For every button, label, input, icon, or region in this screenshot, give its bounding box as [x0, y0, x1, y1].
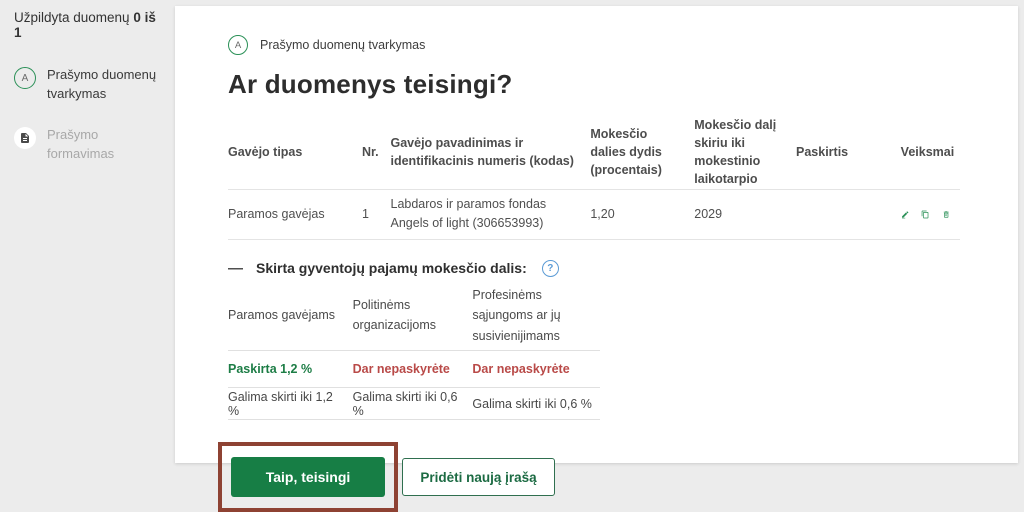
breadcrumb-label: Prašymo duomenų tvarkymas: [260, 38, 425, 52]
delete-icon[interactable]: [942, 206, 950, 223]
collapse-toggle-icon[interactable]: —: [228, 261, 243, 276]
summary-col-profesinems: Profesinėms sąjungoms ar jų susivienijim…: [472, 281, 600, 351]
wizard-sidebar: Užpildyta duomenų 0 iš 1 A Prašymo duome…: [0, 0, 175, 471]
progress-label: Užpildyta duomenų: [14, 10, 130, 25]
cell-pavadinimas: Labdaros ir paramos fondas Angels of lig…: [391, 195, 591, 233]
col-header-dalies-dydis: Mokesčio dalies dydis (procentais): [590, 125, 694, 179]
summary-col-paramos: Paramos gavėjams: [228, 281, 353, 351]
cell-dydis: 1,20: [590, 205, 694, 224]
limit-profesinems: Galima skirti iki 0,6 %: [472, 388, 600, 419]
summary-col-politinems: Politinėms organizacijoms: [353, 281, 473, 351]
col-header-pavadinimas: Gavėjo pavadinimas ir identifikacinis nu…: [391, 134, 591, 170]
cell-nr: 1: [362, 205, 391, 224]
summary-header-row: Paramos gavėjams Politinėms organizacijo…: [228, 281, 600, 352]
col-header-laikotarpis: Mokesčio dalį skiriu iki mokestinio laik…: [694, 116, 796, 189]
limit-politinems: Galima skirti iki 0,6 %: [353, 388, 473, 419]
document-icon: [14, 127, 36, 149]
sidebar-step-prasymo-duomenu-tvarkymas[interactable]: A Prašymo duomenų tvarkymas: [14, 66, 167, 104]
summary-status-row: Paskirta 1,2 % Dar nepaskyrėte Dar nepas…: [228, 351, 600, 388]
row-actions: [901, 206, 960, 223]
status-paramos: Paskirta 1,2 %: [228, 351, 353, 387]
limit-paramos: Galima skirti iki 1,2 %: [228, 388, 353, 419]
col-header-nr: Nr.: [362, 143, 391, 161]
status-profesinems: Dar nepaskyrėte: [472, 351, 600, 387]
table-row: Paramos gavėjas 1 Labdaros ir paramos fo…: [228, 190, 960, 240]
annotation-highlight-box: Taip, teisingi: [218, 442, 398, 512]
step-a-letter: A: [22, 73, 29, 84]
edit-icon[interactable]: [901, 206, 909, 223]
sidebar-step-prasymo-formavimas[interactable]: Prašymo formavimas: [14, 126, 167, 164]
breadcrumb-a-circle-icon: A: [228, 35, 248, 55]
summary-section-header: — Skirta gyventojų pajamų mokesčio dalis…: [228, 260, 993, 277]
step-a-circle-icon: A: [14, 67, 36, 89]
copy-icon[interactable]: [921, 206, 929, 223]
breadcrumb-a-letter: A: [235, 40, 241, 51]
tax-share-summary-table: Paramos gavėjams Politinėms organizacijo…: [228, 281, 600, 421]
breadcrumb: A Prašymo duomenų tvarkymas: [228, 35, 993, 55]
table-header-row: Gavėjo tipas Nr. Gavėjo pavadinimas ir i…: [228, 116, 960, 190]
page-title: Ar duomenys teisingi?: [228, 69, 993, 100]
help-icon[interactable]: ?: [542, 260, 559, 277]
step-label: Prašymo duomenų tvarkymas: [47, 66, 167, 104]
add-new-record-button[interactable]: Pridėti naują įrašą: [402, 458, 555, 496]
cell-laikotarpis: 2029: [694, 205, 796, 224]
main-content-card: A Prašymo duomenų tvarkymas Ar duomenys …: [175, 6, 1018, 463]
recipients-table: Gavėjo tipas Nr. Gavėjo pavadinimas ir i…: [228, 116, 960, 240]
summary-title: Skirta gyventojų pajamų mokesčio dalis:: [256, 260, 527, 276]
action-buttons-row: Taip, teisingi Pridėti naują įrašą: [218, 442, 993, 512]
summary-limit-row: Galima skirti iki 1,2 % Galima skirti ik…: [228, 388, 600, 420]
cell-gavejo-tipas: Paramos gavėjas: [228, 205, 362, 224]
progress-summary: Užpildyta duomenų 0 iš 1: [14, 10, 167, 40]
step-label: Prašymo formavimas: [47, 126, 167, 164]
wizard-steps: A Prašymo duomenų tvarkymas Prašymo form…: [14, 66, 167, 163]
status-politinems: Dar nepaskyrėte: [353, 351, 473, 387]
confirm-button[interactable]: Taip, teisingi: [231, 457, 385, 497]
col-header-gavejo-tipas: Gavėjo tipas: [228, 143, 362, 161]
col-header-veiksmai: Veiksmai: [901, 143, 960, 161]
col-header-paskirtis: Paskirtis: [796, 143, 901, 161]
